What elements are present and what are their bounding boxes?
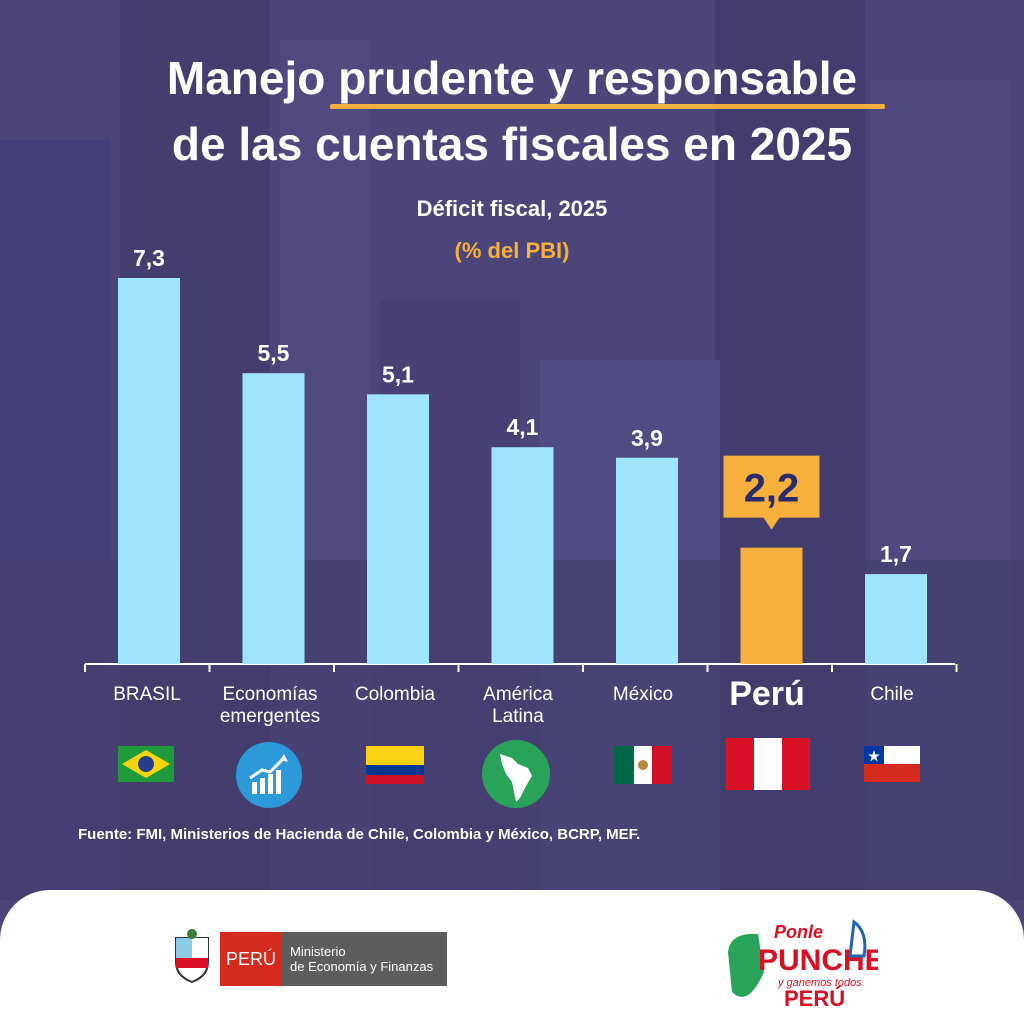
- chile-flag-icon: [864, 746, 920, 782]
- category-label-mexico: México: [612, 684, 674, 705]
- peru-flag-icon: [726, 738, 810, 790]
- category-label-america-latina: América Latina: [483, 684, 553, 727]
- category-label-peru: Perú: [729, 675, 805, 713]
- value-label-2: 5,1: [382, 361, 414, 387]
- growth-chart-icon: [236, 742, 302, 808]
- title-line-1: Manejo prudente y responsable: [166, 52, 858, 104]
- colombia-flag-icon: [366, 746, 424, 784]
- svg-text:PERÚ: PERÚ: [784, 986, 845, 1011]
- value-label-1: 5,5: [258, 340, 290, 366]
- chart-title: Déficit fiscal, 2025: [416, 196, 608, 221]
- category-label-brasil: BRASIL: [113, 684, 181, 705]
- peru-government-label: PERÚ: [220, 932, 282, 986]
- latin-america-map-icon: [482, 740, 550, 808]
- chart-unit: (% del PBI): [454, 238, 570, 263]
- bar-2: [367, 394, 429, 664]
- title-line-2: de las cuentas fiscales en 2025: [171, 118, 853, 170]
- bar-6: [865, 574, 927, 664]
- ponle-punche-logo: Ponle PUNCHE y ganemos todos PERÚ: [728, 919, 878, 1011]
- svg-text:Ponle: Ponle: [774, 922, 823, 942]
- title-underline: [330, 104, 885, 109]
- ministry-name: Ministerio de Economía y Finanzas: [282, 932, 447, 986]
- value-label-3: 4,1: [507, 414, 539, 440]
- peru-coat-of-arms-icon: [175, 929, 209, 984]
- source-note: Fuente: FMI, Ministerios de Hacienda de …: [78, 826, 641, 843]
- value-label-4: 3,9: [631, 425, 663, 451]
- svg-text:y ganemos todos: y ganemos todos: [777, 977, 862, 989]
- category-label-colombia: Colombia: [354, 684, 436, 705]
- bar-5: [740, 547, 803, 664]
- bar-1: [242, 373, 305, 664]
- mexico-flag-icon: [614, 746, 672, 784]
- value-label-0: 7,3: [133, 245, 165, 271]
- brazil-flag-icon: [118, 746, 174, 782]
- value-label-6: 1,7: [880, 541, 912, 567]
- value-label-5: 2,2: [744, 467, 800, 511]
- bar-0: [118, 278, 180, 664]
- category-label-chile: Chile: [870, 684, 914, 705]
- highlight-callout: [723, 455, 820, 530]
- category-label-economias-emergentes: Economías emergentes: [219, 684, 321, 727]
- bar-4: [616, 457, 678, 664]
- bar-3: [491, 447, 554, 664]
